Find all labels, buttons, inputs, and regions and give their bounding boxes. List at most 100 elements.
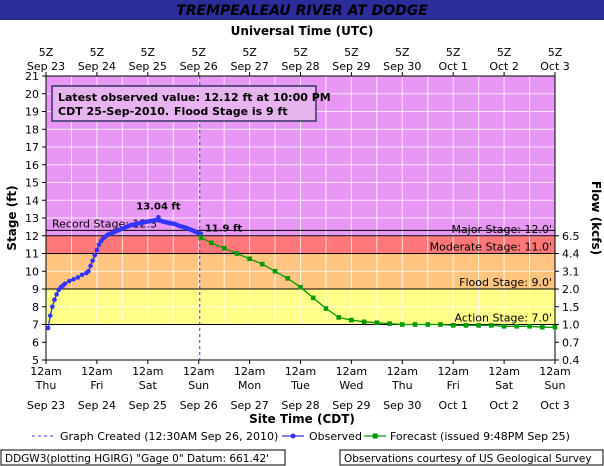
legend-observed-marker	[290, 433, 296, 439]
y-tick-label: 15	[25, 177, 39, 190]
x-tick-label: 12am	[336, 365, 367, 378]
forecast-start-label: 11.9 ft	[205, 224, 243, 235]
footer-left-box	[0, 449, 286, 466]
observed-point	[52, 297, 57, 302]
forecast-point	[425, 322, 431, 327]
top-tick-label: 5Z	[344, 46, 359, 59]
observed-point	[79, 272, 85, 278]
x-tick-label: 12am	[81, 365, 112, 378]
top-tick-label: 5Z	[90, 46, 105, 59]
flow-tick-label: 0.4	[562, 354, 580, 367]
x-tick-label: 12am	[539, 365, 570, 378]
x-tick-label: 12am	[437, 365, 468, 378]
stage-line-label: Moderate Stage: 11.0'	[430, 241, 552, 254]
y-tick-label: 16	[25, 159, 39, 172]
x-tick-label: 12am	[387, 365, 418, 378]
forecast-point	[450, 323, 456, 328]
x-tick-label: Sep 30	[383, 399, 421, 412]
x-tick-label: Mon	[238, 379, 261, 392]
x-tick-label: Thu	[391, 379, 413, 392]
observed-point	[94, 247, 100, 253]
forecast-point	[374, 320, 380, 326]
x-tick-label: Oct 2	[489, 399, 519, 412]
forecast-point	[552, 324, 558, 330]
top-tick-label: Sep 26	[180, 60, 218, 73]
stage-line-label: Flood Stage: 9.0'	[459, 276, 552, 289]
observed-point	[45, 325, 51, 331]
footer-credit: Observations courtesy of US Geological S…	[344, 453, 592, 465]
y2-axis-title: Flow (kcfs)	[589, 181, 603, 255]
x-tick-label: Oct 3	[540, 399, 570, 412]
forecast-point	[539, 324, 545, 330]
flow-tick-label: 2.0	[562, 283, 580, 296]
forecast-point	[310, 295, 316, 301]
x-tick-label: Fri	[447, 379, 460, 392]
legend-forecast-marker	[372, 433, 378, 439]
forecast-point	[298, 284, 303, 290]
top-tick-label: Sep 24	[78, 60, 116, 73]
top-tick-label: Sep 23	[27, 60, 65, 73]
flow-tick-label: 1.5	[562, 301, 580, 314]
y-tick-label: 13	[25, 212, 39, 225]
top-tick-label: 5Z	[242, 46, 257, 59]
forecast-point	[412, 322, 418, 327]
x-tick-label: Oct 1	[438, 399, 468, 412]
top-tick-label: Sep 30	[383, 60, 421, 73]
top-tick-label: 5Z	[141, 46, 156, 59]
forecast-point	[489, 323, 494, 328]
forecast-point	[198, 235, 204, 240]
y-tick-label: 5	[32, 354, 39, 367]
observed-point	[47, 313, 53, 318]
x-tick-label: 12am	[30, 365, 61, 378]
x-tick-label: Sep 25	[129, 399, 167, 412]
forecast-point	[387, 321, 392, 326]
stage-line-label: Action Stage: 7.0'	[455, 312, 552, 325]
top-tick-label: 5Z	[446, 46, 461, 59]
x-tick-label: Sep 26	[180, 399, 218, 412]
stage-line-label: Major Stage: 12.0'	[451, 223, 552, 236]
peak-label: 13.04 ft	[136, 201, 180, 212]
top-tick-label: Sep 27	[230, 60, 268, 73]
top-axis-title: Universal Time (UTC)	[231, 24, 374, 38]
observed-point	[92, 252, 98, 258]
observed-point	[198, 231, 204, 236]
flood-stage-text: Flood Stage is 9 ft	[174, 105, 288, 118]
forecast-point	[234, 251, 240, 256]
x-tick-label: Wed	[339, 379, 363, 392]
observed-point	[156, 214, 161, 220]
top-tick-label: 5Z	[395, 46, 410, 59]
forecast-point	[514, 323, 520, 329]
top-tick-label: Oct 3	[540, 60, 570, 73]
forecast-point	[476, 323, 481, 328]
top-tick-label: 5Z	[497, 46, 512, 59]
y-tick-label: 9	[32, 283, 39, 296]
observed-point	[75, 275, 81, 280]
y-tick-label: 7	[32, 319, 39, 332]
top-tick-label: Oct 2	[489, 60, 519, 73]
observed-point	[90, 258, 95, 263]
x-tick-label: Sep 24	[78, 399, 116, 412]
forecast-point	[400, 322, 405, 327]
x-tick-label: Sun	[545, 379, 566, 392]
y-tick-label: 11	[25, 248, 39, 261]
y-tick-label: 8	[32, 301, 39, 314]
flow-tick-label: 0.7	[562, 336, 580, 349]
legend-graph-created-label: Graph Created (12:30AM Sep 26, 2010)	[60, 430, 278, 443]
x-tick-label: Fri	[90, 379, 103, 392]
x-tick-label: Thu	[35, 379, 57, 392]
x-tick-label: 12am	[183, 365, 214, 378]
forecast-point	[285, 276, 291, 281]
forecast-point	[501, 323, 507, 329]
y-tick-label: 6	[32, 336, 39, 349]
forecast-point	[349, 317, 354, 323]
x-tick-label: Sep 27	[230, 399, 268, 412]
forecast-point	[272, 268, 278, 274]
legend-observed-label: Observed	[309, 430, 362, 443]
x-tick-label: Sep 28	[281, 399, 319, 412]
flow-tick-label: 4.4	[562, 248, 580, 261]
x-tick-label: Sep 29	[332, 399, 370, 412]
top-tick-label: 5Z	[39, 46, 54, 59]
x-tick-label: Sat	[495, 379, 514, 392]
